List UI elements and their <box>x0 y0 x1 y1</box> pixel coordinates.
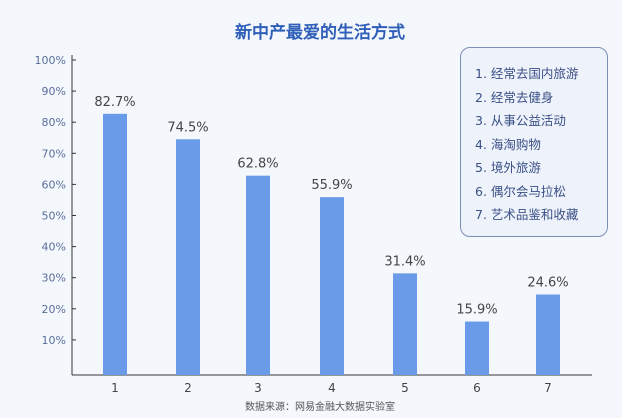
legend-item: 6. 偶尔会马拉松 <box>475 183 566 199</box>
legend-item: 7. 艺术品鉴和收藏 <box>475 207 579 222</box>
data-label: 24.6% <box>527 275 568 290</box>
x-tick-label: 7 <box>544 381 552 395</box>
chart-title: 新中产最爱的生活方式 <box>235 22 405 43</box>
legend: 1. 经常去国内旅游 2. 经常去健身 3. 从事公益活动 4. 海淘购物 5. 境外旅… <box>460 47 608 237</box>
y-tick-label: 60% <box>42 178 66 191</box>
x-tick-label: 6 <box>473 381 481 395</box>
data-label: 62.8% <box>237 157 278 172</box>
y-tick-label: 30% <box>42 272 66 285</box>
x-tick-label: 1 <box>111 381 119 395</box>
bar <box>103 113 127 375</box>
bar <box>393 273 417 375</box>
bar <box>320 197 344 375</box>
y-tick-label: 90% <box>42 85 66 98</box>
y-tick-label: 70% <box>42 147 66 160</box>
data-label: 74.5% <box>167 120 208 135</box>
data-label: 55.9% <box>311 178 352 193</box>
data-label: 82.7% <box>94 95 135 110</box>
legend-item: 3. 从事公益活动 <box>475 113 566 128</box>
legend-item: 5. 境外旅游 <box>475 160 541 175</box>
data-label: 15.9% <box>456 303 497 318</box>
y-tick-label: 40% <box>42 241 66 254</box>
y-tick-label: 20% <box>42 303 66 316</box>
y-tick-label: 100% <box>35 54 66 67</box>
bar <box>176 139 200 375</box>
y-tick-label: 10% <box>42 334 66 347</box>
legend-item: 4. 海淘购物 <box>475 136 541 152</box>
legend-item: 2. 经常去健身 <box>475 89 554 105</box>
y-tick-label: 80% <box>42 116 66 129</box>
legend-item: 1. 经常去国内旅游 <box>475 66 579 81</box>
x-tick-label: 2 <box>184 381 192 395</box>
data-label: 31.4% <box>384 254 425 269</box>
bar <box>465 321 489 375</box>
x-tick-label: 5 <box>401 381 409 395</box>
x-tick-label: 4 <box>328 381 336 395</box>
x-tick-label: 3 <box>254 381 262 395</box>
bar <box>246 175 270 375</box>
bar <box>536 294 560 375</box>
y-tick-label: 50% <box>42 210 66 223</box>
source-note: 数据来源：网易金融大数据实验室 <box>245 400 395 413</box>
